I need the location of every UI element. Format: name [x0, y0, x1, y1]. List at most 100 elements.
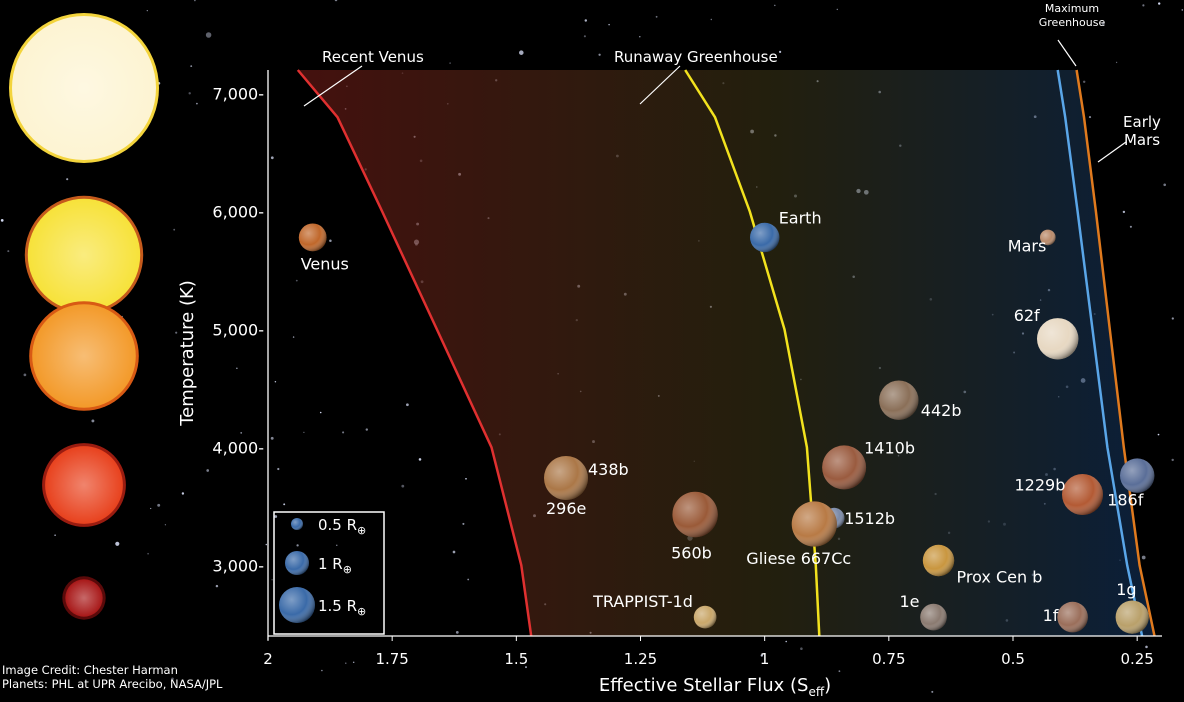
- background-star: [66, 178, 69, 181]
- background-star: [0, 219, 4, 222]
- legend-planet-shading: [285, 551, 309, 575]
- background-star: [1141, 555, 1146, 560]
- host-star-glow: [27, 198, 141, 312]
- planet-shading: [693, 605, 717, 629]
- boundary-label: Early: [1123, 113, 1161, 131]
- background-star: [465, 477, 467, 480]
- x-axis-label-sub: eff: [808, 685, 824, 698]
- x-tick-label: 1.25: [624, 650, 657, 668]
- background-star: [283, 503, 286, 506]
- legend-label-text: 1 R: [318, 555, 343, 573]
- x-tick-label: 1: [760, 650, 770, 668]
- planet-label: 442b: [921, 401, 962, 420]
- boundary-label-leader: [303, 65, 363, 107]
- background-star: [608, 23, 610, 26]
- planet-label: Venus: [301, 254, 349, 273]
- x-tick-label: 1.75: [375, 650, 408, 668]
- planet-label: 560b: [671, 544, 712, 563]
- background-star: [1171, 458, 1174, 462]
- boundary-runaway-greenhouse: [684, 69, 821, 637]
- legend-label: 0.5 R⊕: [318, 516, 366, 537]
- background-star: [342, 431, 345, 434]
- boundary-label-leader: [1057, 39, 1077, 67]
- legend-planet-shading: [279, 587, 315, 623]
- legend-label-text: 0.5 R: [318, 516, 357, 534]
- planet-shading: [1115, 600, 1149, 634]
- y-tick-label: 3,000-: [212, 556, 264, 575]
- background-star: [319, 411, 322, 414]
- boundary-early-mars: [1075, 69, 1156, 637]
- background-star: [147, 552, 149, 555]
- y-tick-label: 6,000-: [212, 203, 264, 222]
- host-star-glow: [45, 446, 123, 524]
- background-star: [1115, 61, 1118, 64]
- background-star: [602, 688, 605, 691]
- background-star: [205, 32, 212, 38]
- background-star: [455, 631, 459, 634]
- background-star: [1181, 9, 1184, 11]
- planet-shading: [1062, 474, 1103, 515]
- background-star: [467, 578, 470, 581]
- boundary-maximum-greenhouse: [1056, 69, 1144, 637]
- x-axis-label-main: Effective Stellar Flux (S: [599, 675, 809, 696]
- background-star: [1082, 80, 1086, 84]
- boundary-label-leader: [1097, 141, 1127, 163]
- background-star: [525, 666, 527, 669]
- background-star: [583, 35, 586, 38]
- planet-label: 1410b: [864, 438, 915, 457]
- legend-label: 1.5 R⊕: [318, 597, 366, 618]
- x-axis-label: Effective Stellar Flux (Seff): [599, 675, 831, 698]
- background-star: [173, 228, 176, 231]
- background-star: [800, 647, 803, 650]
- planet-label: 1e: [900, 592, 920, 611]
- planet-shading: [920, 603, 947, 631]
- background-star: [270, 156, 274, 160]
- planet-label: 1512b: [844, 509, 895, 528]
- planet-credit: Planets: PHL at UPR Arecibo, NASA/JPL: [2, 677, 223, 691]
- background-star: [760, 654, 763, 657]
- planet-shading: [1040, 229, 1056, 246]
- background-star: [334, 0, 338, 2]
- background-star: [778, 50, 782, 54]
- background-star: [271, 579, 273, 581]
- background-star: [452, 550, 456, 554]
- planet-label: TRAPPIST-1d: [592, 592, 693, 611]
- planet-label: 1229b: [1015, 476, 1066, 495]
- background-star: [1101, 22, 1105, 25]
- background-star: [277, 467, 280, 471]
- planet-shading: [672, 491, 718, 538]
- background-star: [164, 524, 167, 526]
- background-star: [171, 677, 174, 681]
- background-star: [598, 53, 601, 56]
- background-star: [365, 428, 368, 431]
- background-star: [296, 544, 299, 547]
- background-star: [274, 381, 277, 383]
- background-star: [1129, 225, 1132, 228]
- background-star: [91, 419, 95, 423]
- background-star: [206, 469, 210, 472]
- planet-shading: [1057, 601, 1088, 633]
- background-star: [1122, 210, 1126, 214]
- axes: 3,000- 4,000- 5,000- 6,000- 7,000- 2 1.75 1.5 1.…: [177, 70, 1162, 699]
- background-star: [329, 239, 332, 243]
- background-star: [23, 373, 27, 377]
- background-star: [584, 19, 588, 22]
- planet-shading: [879, 380, 919, 420]
- planet-label: Earth: [779, 208, 822, 227]
- background-star: [336, 544, 338, 546]
- background-star: [157, 503, 161, 507]
- background-star: [1158, 2, 1161, 5]
- x-tick-label: 0.25: [1120, 650, 1153, 668]
- boundary-label: Maximum: [1045, 2, 1099, 15]
- planet-shading: [544, 456, 588, 500]
- legend-planet-shading: [291, 518, 303, 530]
- host-star-glow: [65, 579, 103, 617]
- background-star: [785, 640, 787, 643]
- boundary-lines: Recent Venus Runaway Greenhouse MaximumGre…: [296, 2, 1161, 637]
- background-star: [1088, 116, 1092, 119]
- background-star: [655, 15, 658, 18]
- background-star: [352, 661, 355, 664]
- x-tick-label: 1.5: [504, 650, 528, 668]
- planet-label: Prox Cen b: [957, 568, 1043, 587]
- legend: 0.5 R⊕1 R⊕1.5 R⊕: [273, 511, 385, 635]
